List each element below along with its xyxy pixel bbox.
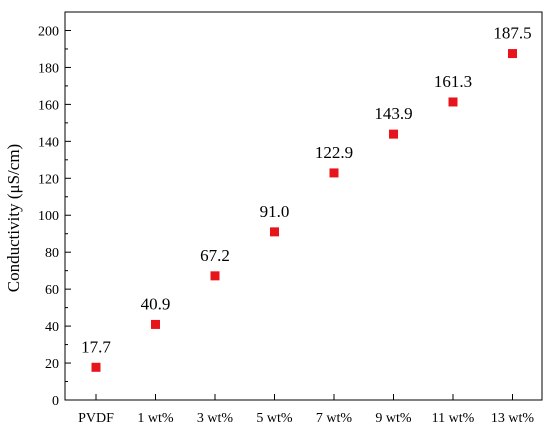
data-point: [151, 319, 160, 329]
data-label: 143.9: [374, 104, 412, 123]
x-tick-label: 5 wt%: [256, 411, 293, 426]
data-label: 67.2: [200, 246, 230, 265]
y-tick-label: 180: [38, 61, 59, 76]
y-tick-label: 80: [45, 246, 59, 261]
y-tick-label: 60: [45, 283, 59, 298]
plot-frame: [64, 11, 543, 401]
x-tick-label: 7 wt%: [316, 411, 353, 426]
y-tick-label: 40: [45, 320, 59, 335]
x-tick-label: 3 wt%: [197, 411, 234, 426]
data-point: [329, 168, 339, 178]
y-axis-ticks: 0 20 40 60 80 100 120 140 160 180 200: [38, 24, 71, 409]
y-tick-label: 160: [38, 98, 59, 113]
data-label: 40.9: [141, 294, 171, 313]
data-label: 17.7: [81, 337, 111, 356]
data-point: [448, 97, 458, 107]
data-point: [210, 271, 220, 281]
x-tick-label: 13 wt%: [491, 411, 535, 426]
y-tick-label: 100: [38, 209, 59, 224]
y-tick-label: 0: [52, 394, 59, 409]
data-label: 161.3: [434, 72, 472, 91]
y-tick-label: 20: [45, 357, 59, 372]
y-tick-label: 140: [38, 135, 59, 150]
data-point: [270, 227, 279, 237]
data-label: 187.5: [493, 24, 531, 43]
x-tick-label: 9 wt%: [375, 411, 412, 426]
x-tick-label: 11 wt%: [432, 411, 475, 426]
y-axis-title: Conductivity (μS/cm): [4, 144, 23, 292]
x-axis-ticks: PVDF 1 wt% 3 wt% 5 wt% 7 wt% 9 wt% 11 wt% 13 wt…: [78, 394, 534, 426]
data-label: 122.9: [315, 143, 353, 162]
data-labels: 17.7 40.9 67.2 91.0 122.9 143.9 161.3 187.5: [81, 24, 532, 357]
data-point: [508, 49, 517, 59]
x-tick-label: PVDF: [78, 411, 114, 426]
data-point: [91, 362, 101, 372]
data-point: [389, 129, 398, 139]
x-tick-label: 1 wt%: [137, 411, 174, 426]
y-tick-label: 120: [38, 172, 59, 187]
data-label: 91.0: [260, 202, 290, 221]
y-tick-label: 200: [38, 24, 59, 39]
data-markers: [91, 49, 517, 372]
